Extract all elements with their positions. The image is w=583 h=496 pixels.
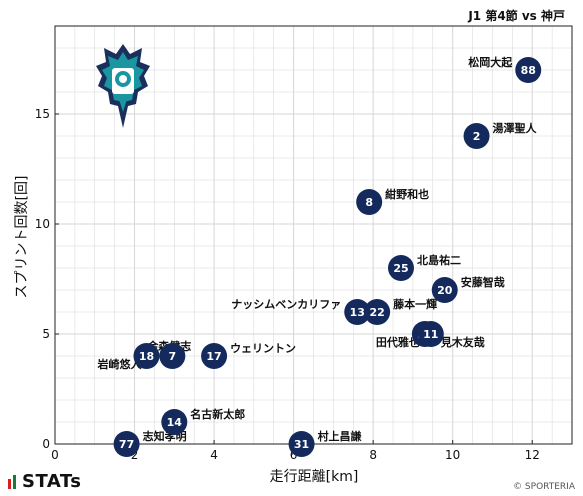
- y-axis-label: スプリント回数[回]: [14, 176, 30, 299]
- data-point: 13: [344, 299, 371, 325]
- data-point-number: 25: [393, 262, 408, 275]
- data-point-marker: [113, 431, 140, 457]
- data-point-marker: [344, 299, 371, 325]
- data-point: 8: [356, 189, 383, 215]
- y-tick-label: 0: [42, 437, 50, 451]
- data-point-number: 18: [139, 350, 154, 363]
- data-point-label: 安藤智哉: [461, 275, 505, 289]
- data-point-number: 77: [119, 438, 134, 451]
- x-tick-label: 6: [290, 448, 298, 462]
- x-tick-label: 2: [131, 448, 139, 462]
- data-point-label: 村上昌謙: [318, 429, 362, 443]
- data-point: 14: [161, 409, 188, 435]
- data-point-number: 17: [206, 350, 221, 363]
- data-point-label: 紺野和也: [385, 187, 429, 201]
- data-points: 882825201322371118717147731: [113, 57, 542, 457]
- data-point-marker: [364, 299, 391, 325]
- x-axis-label: 走行距離[km]: [270, 468, 359, 485]
- data-point-label: 田代雅也: [376, 335, 420, 349]
- data-point-marker: [161, 409, 188, 435]
- data-point-number: 14: [167, 416, 183, 429]
- data-point-number: 20: [437, 284, 453, 297]
- data-point-label: ウェリントン: [230, 342, 296, 355]
- data-point-marker: [387, 255, 414, 281]
- stats-logo: STATs: [8, 471, 81, 492]
- axes: 0 2 4 6 8 10 12 0 5 10 15: [35, 25, 573, 462]
- data-point-label: 岩崎悠人: [96, 357, 142, 371]
- x-tick-label: 8: [369, 448, 377, 462]
- data-point-number: 8: [365, 196, 373, 209]
- data-point-marker: [417, 321, 444, 347]
- data-point: 88: [515, 57, 542, 83]
- stats-brand: STATs: [22, 471, 82, 492]
- data-point: 22: [364, 299, 391, 325]
- data-point: 17: [201, 343, 228, 369]
- y-tick-label: 5: [42, 327, 50, 341]
- data-point-label: ナッシムベンカリファ: [231, 298, 341, 311]
- data-point-label: 湯澤聖人: [493, 121, 538, 135]
- data-point-marker: [159, 343, 186, 369]
- data-point: 11: [417, 321, 444, 347]
- data-point: 2: [463, 123, 490, 149]
- data-point-label: 藤本一輝: [393, 297, 437, 311]
- data-point: 18: [133, 343, 160, 369]
- x-tick-label: 10: [445, 448, 460, 462]
- data-point-marker: [431, 277, 458, 303]
- data-point: 25: [387, 255, 414, 281]
- data-point-marker: [463, 123, 490, 149]
- data-point-label: 見木友哉: [440, 335, 485, 349]
- data-point-marker: [515, 57, 542, 83]
- data-point-marker: [288, 431, 315, 457]
- data-point-number: 31: [294, 438, 309, 451]
- data-point-number: 2: [473, 130, 481, 143]
- data-point-label: 松岡大起: [468, 55, 513, 69]
- data-point: 7: [159, 343, 186, 369]
- copyright-text: © SPORTERIA: [513, 482, 575, 492]
- data-point-label: 名古新太郎: [190, 407, 245, 421]
- x-tick-label: 4: [210, 448, 218, 462]
- data-point-label: 北島祐二: [417, 253, 461, 267]
- match-title: J1 第4節 vs 神戸: [468, 9, 565, 23]
- data-point: 77: [113, 431, 140, 457]
- stats-logo-icon: [8, 474, 16, 489]
- data-point-number: 7: [168, 350, 176, 363]
- data-point-number: 22: [369, 306, 384, 319]
- data-point-number: 88: [521, 64, 536, 77]
- avispa-fukuoka-emblem-icon: [96, 44, 150, 128]
- data-point-marker: [201, 343, 228, 369]
- x-tick-label: 12: [525, 448, 540, 462]
- x-tick-label: 0: [51, 448, 59, 462]
- y-tick-label: 10: [35, 217, 50, 231]
- data-point-number: 11: [423, 328, 438, 341]
- data-point-marker: [133, 343, 160, 369]
- data-point-marker: [356, 189, 383, 215]
- data-point: 20: [431, 277, 458, 303]
- y-tick-label: 15: [35, 107, 50, 121]
- data-point: 31: [288, 431, 315, 457]
- data-point-number: 13: [350, 306, 365, 319]
